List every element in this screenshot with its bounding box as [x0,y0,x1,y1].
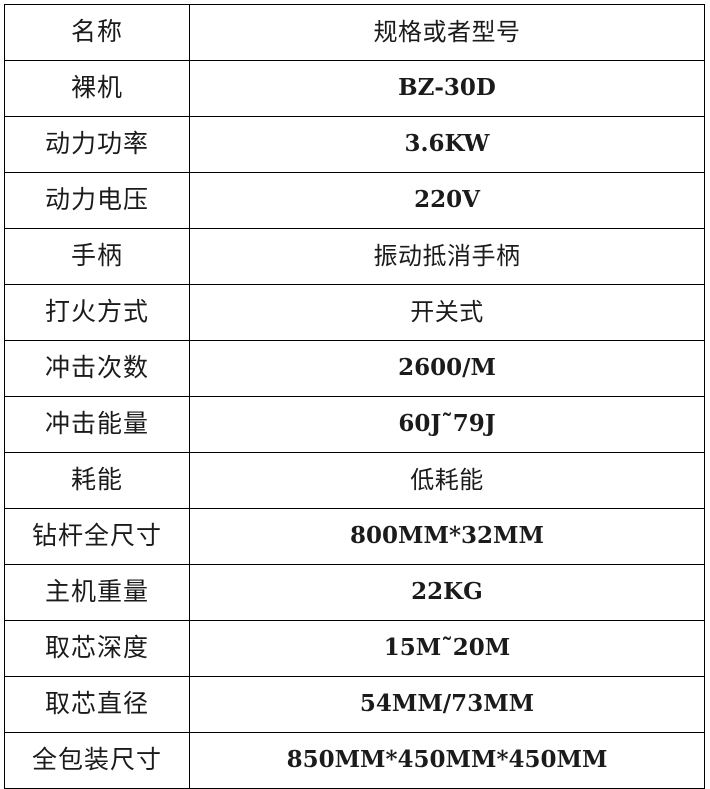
table-row: 取芯深度 15M˜20M [4,620,705,677]
row-label-cell: 全包装尺寸 [4,732,190,789]
table-header-row: 名称 规格或者型号 [4,4,705,61]
table-row: 冲击次数 2600/M [4,340,705,397]
row-label-cell: 手柄 [4,228,190,285]
specification-table-body: 名称 规格或者型号 裸机 BZ-30D 动力功率 3.6KW 动力电压 220V 手柄 振动抵… [4,4,705,789]
row-label-cell: 裸机 [4,60,190,117]
table-row: 取芯直径 54MM/73MM [4,676,705,733]
row-value-cell: 22KG [189,564,705,621]
row-value-cell: 开关式 [189,284,705,341]
table-row: 手柄 振动抵消手柄 [4,228,705,285]
row-label-cell: 取芯深度 [4,620,190,677]
table-row: 全包装尺寸 850MM*450MM*450MM [4,732,705,789]
table-row: 动力功率 3.6KW [4,116,705,173]
row-value-cell: 2600/M [189,340,705,397]
row-value-cell: 220V [189,172,705,229]
row-value-cell: 850MM*450MM*450MM [189,732,705,789]
row-label-cell: 主机重量 [4,564,190,621]
row-label-cell: 取芯直径 [4,676,190,733]
table-row: 裸机 BZ-30D [4,60,705,117]
row-value-cell: 54MM/73MM [189,676,705,733]
row-label-cell: 冲击次数 [4,340,190,397]
table-row: 动力电压 220V [4,172,705,229]
row-label-cell: 冲击能量 [4,396,190,453]
table-row: 耗能 低耗能 [4,452,705,509]
table-row: 主机重量 22KG [4,564,705,621]
specification-table: 名称 规格或者型号 裸机 BZ-30D 动力功率 3.6KW 动力电压 220V 手柄 振动抵… [4,4,705,789]
row-value-cell: 60J˜79J [189,396,705,453]
table-row: 打火方式 开关式 [4,284,705,341]
row-label-cell: 钻杆全尺寸 [4,508,190,565]
row-value-cell: 3.6KW [189,116,705,173]
row-value-cell: 低耗能 [189,452,705,509]
row-label-cell: 动力功率 [4,116,190,173]
row-value-cell: BZ-30D [189,60,705,117]
row-label-cell: 打火方式 [4,284,190,341]
row-label-cell: 动力电压 [4,172,190,229]
row-value-cell: 800MM*32MM [189,508,705,565]
row-value-cell: 15M˜20M [189,620,705,677]
table-row: 钻杆全尺寸 800MM*32MM [4,508,705,565]
row-label-cell: 耗能 [4,452,190,509]
header-cell-name: 名称 [4,4,190,61]
row-value-cell: 振动抵消手柄 [189,228,705,285]
table-row: 冲击能量 60J˜79J [4,396,705,453]
header-cell-specification: 规格或者型号 [189,4,705,61]
